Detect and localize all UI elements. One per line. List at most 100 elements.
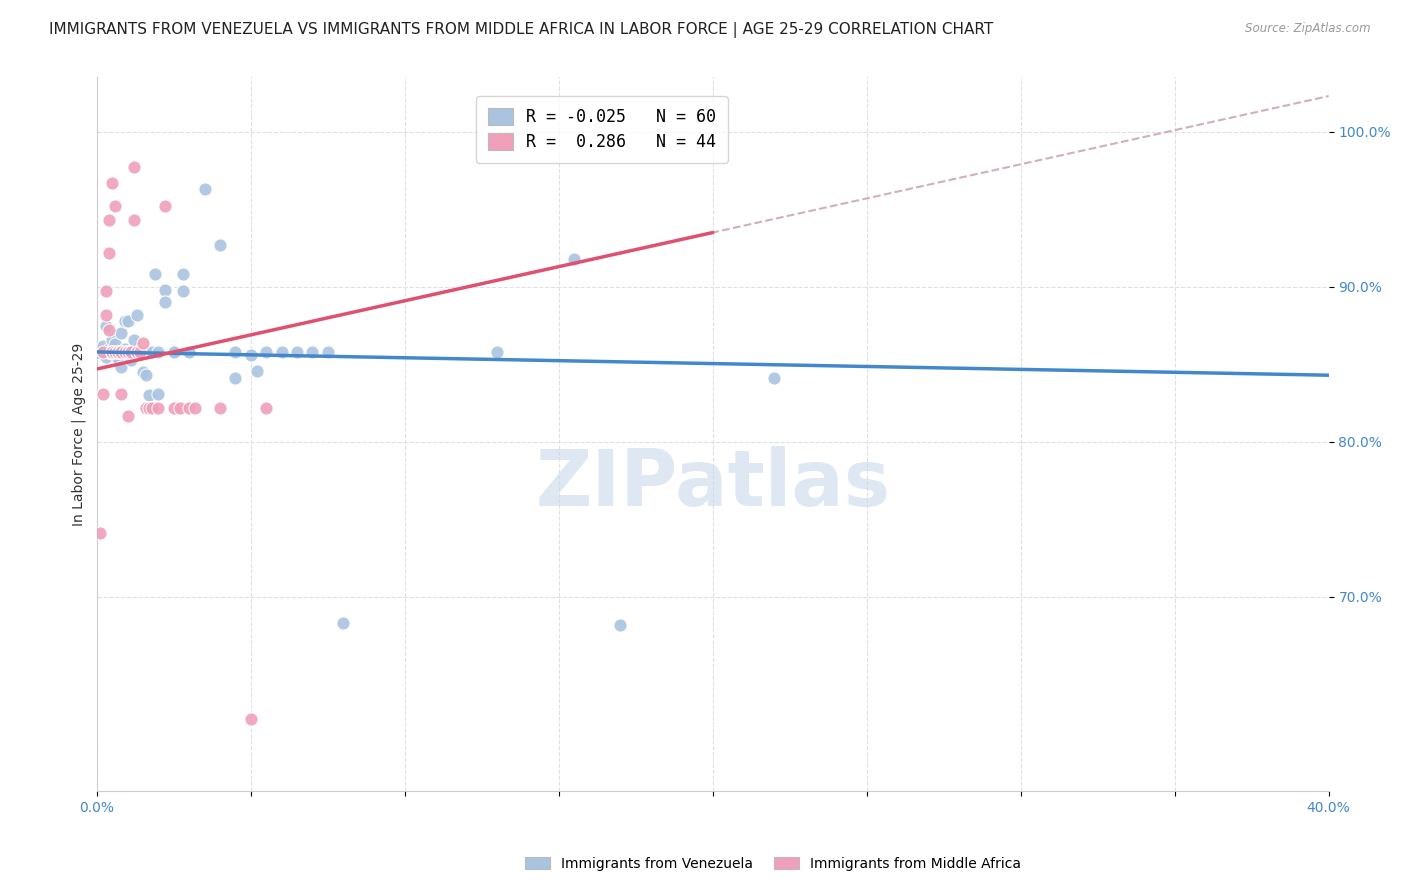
Point [98,342,121,356]
Legend: Immigrants from Venezuela, Immigrants from Middle Africa: Immigrants from Venezuela, Immigrants fr… [520,851,1026,876]
Point [110,345,132,359]
Point [141,401,163,415]
Point [135,368,157,383]
Point [301,345,323,359]
Point [98,245,121,260]
Point [107,351,129,366]
Point [141,401,163,415]
Point [120,345,142,359]
Point [91,345,114,359]
Point [163,345,186,359]
Point [91,339,114,353]
Point [169,401,191,415]
Point [104,346,127,360]
Y-axis label: In Labor Force | Age 25-29: In Labor Force | Age 25-29 [72,343,86,525]
Point [117,345,139,359]
Text: IMMIGRANTS FROM VENEZUELA VS IMMIGRANTS FROM MIDDLE AFRICA IN LABOR FORCE | AGE : IMMIGRANTS FROM VENEZUELA VS IMMIGRANTS … [49,22,994,38]
Point [254,345,277,359]
Point [125,345,148,359]
Point [101,346,124,360]
Point [89,526,111,541]
Point [148,386,170,401]
Point [239,348,262,362]
Point [224,371,246,385]
Point [148,345,170,359]
Point [224,345,246,359]
Point [104,345,127,359]
Point [107,345,129,359]
Point [114,314,136,328]
Point [135,345,157,359]
Point [120,345,142,359]
Point [132,335,155,350]
Point [122,333,145,347]
Point [120,345,142,359]
Point [89,346,111,360]
Point [125,308,148,322]
Point [101,345,124,359]
Point [194,182,217,196]
Point [107,345,129,359]
Point [110,360,132,375]
Point [763,371,786,385]
Point [208,401,231,415]
Point [101,176,124,190]
Point [163,401,186,415]
Point [332,616,354,631]
Text: ZIPatlas: ZIPatlas [536,446,890,522]
Point [94,285,117,299]
Point [98,345,121,359]
Point [562,252,585,266]
Point [153,295,176,310]
Point [208,238,231,252]
Point [117,409,139,423]
Point [125,345,148,359]
Point [143,268,166,282]
Point [172,285,194,299]
Point [179,345,201,359]
Point [129,345,152,359]
Point [125,345,148,359]
Point [91,386,114,401]
Point [184,401,207,415]
Point [122,345,145,359]
Point [101,333,124,347]
Point [94,308,117,322]
Point [110,386,132,401]
Point [132,345,155,359]
Point [120,352,142,367]
Point [148,401,170,415]
Point [104,199,127,213]
Point [254,401,277,415]
Point [98,213,121,227]
Point [101,345,124,359]
Point [239,713,262,727]
Point [153,199,176,213]
Point [285,345,308,359]
Point [141,345,163,359]
Point [270,345,292,359]
Legend: R = -0.025   N = 60, R =  0.286   N = 44: R = -0.025 N = 60, R = 0.286 N = 44 [477,96,728,163]
Point [94,350,117,364]
Point [132,365,155,379]
Point [98,323,121,337]
Point [486,345,509,359]
Point [163,345,186,359]
Point [179,401,201,415]
Point [138,401,160,415]
Point [122,161,145,175]
Point [117,345,139,359]
Point [114,342,136,356]
Point [94,318,117,333]
Point [101,345,124,359]
Text: Source: ZipAtlas.com: Source: ZipAtlas.com [1246,22,1371,36]
Point [138,388,160,402]
Point [117,345,139,359]
Point [135,401,157,415]
Point [122,213,145,227]
Point [129,345,152,359]
Point [172,268,194,282]
Point [179,345,201,359]
Point [246,363,269,377]
Point [107,348,129,362]
